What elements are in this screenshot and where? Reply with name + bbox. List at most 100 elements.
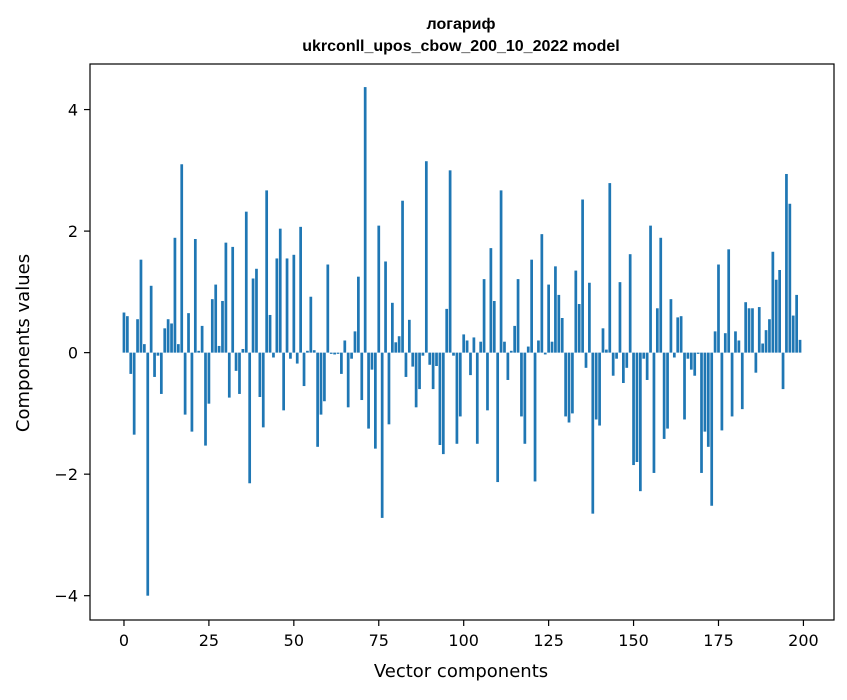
bar bbox=[289, 352, 292, 359]
bar bbox=[615, 352, 618, 359]
bar bbox=[730, 352, 734, 417]
bar bbox=[757, 307, 761, 353]
bar bbox=[751, 308, 754, 353]
bar bbox=[659, 237, 663, 353]
bar bbox=[261, 352, 265, 428]
bar bbox=[591, 352, 595, 514]
bar bbox=[795, 294, 798, 353]
bar bbox=[367, 352, 370, 429]
bar bbox=[329, 352, 333, 354]
bar bbox=[231, 246, 235, 353]
bar bbox=[581, 199, 584, 353]
x-axis-label: Vector components bbox=[374, 661, 548, 682]
bar bbox=[768, 319, 771, 353]
bar bbox=[302, 352, 306, 387]
bar bbox=[469, 352, 472, 376]
x-tick-label: 125 bbox=[533, 631, 564, 650]
bar bbox=[418, 352, 421, 390]
bar bbox=[472, 337, 476, 353]
bar bbox=[333, 352, 336, 355]
bar bbox=[407, 319, 411, 353]
bar bbox=[210, 299, 214, 353]
bar bbox=[441, 352, 445, 455]
chart-title-line-2: ukrconll_upos_cbow_200_10_2022 model bbox=[302, 38, 619, 55]
bar bbox=[336, 352, 340, 354]
bar bbox=[598, 352, 601, 426]
x-tick-label: 0 bbox=[119, 631, 129, 650]
bar bbox=[292, 254, 296, 353]
bar bbox=[537, 340, 540, 353]
bar bbox=[554, 266, 557, 353]
bar bbox=[672, 352, 676, 358]
bars-group bbox=[122, 87, 802, 596]
bar bbox=[492, 300, 496, 353]
bar bbox=[268, 314, 272, 353]
bar bbox=[496, 352, 500, 483]
bar bbox=[503, 341, 506, 353]
bar bbox=[696, 352, 700, 354]
bar bbox=[258, 352, 262, 397]
bar bbox=[713, 331, 717, 353]
bar bbox=[149, 285, 153, 353]
bar bbox=[557, 294, 561, 353]
bar bbox=[414, 352, 418, 408]
bar bbox=[642, 352, 646, 359]
bar bbox=[744, 302, 748, 353]
bar bbox=[200, 325, 204, 353]
bar bbox=[180, 164, 184, 353]
bar bbox=[652, 352, 656, 473]
bar bbox=[431, 352, 435, 390]
bar bbox=[560, 318, 564, 353]
bar bbox=[153, 352, 156, 377]
bar bbox=[791, 315, 795, 353]
bar bbox=[516, 279, 520, 353]
bar bbox=[594, 352, 598, 420]
bar bbox=[700, 352, 703, 473]
bar bbox=[710, 352, 714, 506]
bar bbox=[183, 352, 187, 415]
bar bbox=[625, 352, 629, 368]
y-axis-ticks: −4 −2 0 2 4 bbox=[54, 101, 90, 606]
bar bbox=[584, 352, 588, 368]
bar bbox=[143, 344, 146, 353]
bar bbox=[377, 225, 381, 353]
bar bbox=[533, 352, 537, 482]
bar bbox=[462, 334, 466, 353]
bar bbox=[611, 352, 615, 376]
bar bbox=[618, 282, 622, 353]
bar bbox=[543, 352, 547, 355]
bar bbox=[489, 248, 493, 353]
bar bbox=[686, 352, 690, 359]
bar bbox=[278, 228, 282, 353]
bar bbox=[234, 352, 238, 371]
bar bbox=[706, 352, 710, 447]
bar bbox=[523, 352, 527, 444]
bar bbox=[255, 268, 258, 353]
bar bbox=[421, 352, 425, 356]
bar bbox=[326, 264, 330, 353]
bar bbox=[567, 352, 571, 423]
bar bbox=[401, 200, 404, 353]
bar bbox=[343, 340, 347, 353]
bar bbox=[214, 284, 218, 353]
bar bbox=[445, 308, 449, 353]
bar bbox=[360, 352, 364, 401]
x-tick-label: 150 bbox=[618, 631, 649, 650]
bar bbox=[781, 352, 785, 390]
bar bbox=[727, 249, 731, 353]
bar bbox=[526, 346, 530, 353]
bar bbox=[435, 352, 438, 366]
bar bbox=[299, 226, 302, 353]
bar bbox=[689, 352, 693, 370]
y-tick-label: 4 bbox=[68, 101, 78, 120]
bar bbox=[224, 242, 228, 353]
bar bbox=[272, 352, 275, 358]
bar bbox=[394, 342, 398, 353]
bar bbox=[363, 87, 367, 353]
bar bbox=[662, 352, 666, 439]
bar bbox=[346, 352, 350, 408]
bar bbox=[241, 348, 245, 353]
x-tick-label: 25 bbox=[199, 631, 219, 650]
